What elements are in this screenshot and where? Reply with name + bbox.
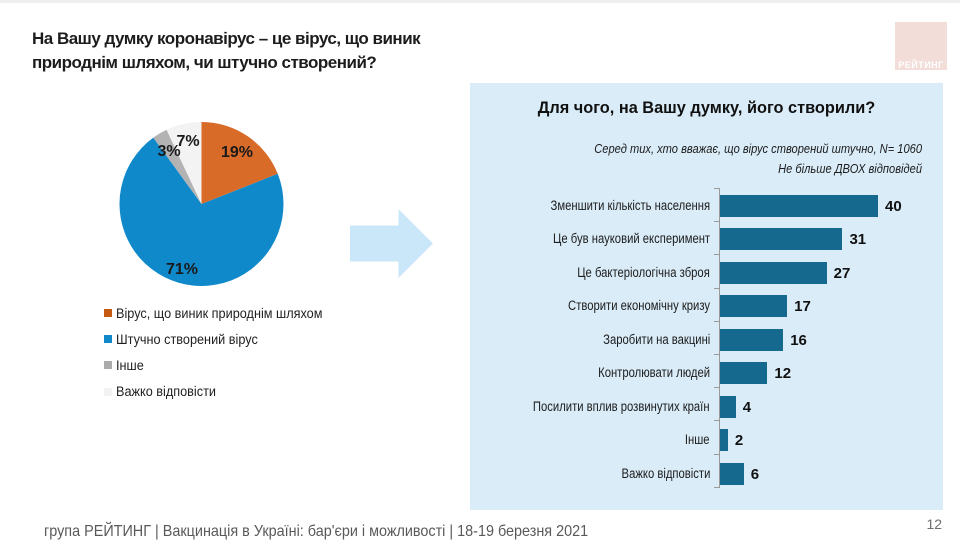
svg-text:7%: 7% bbox=[176, 133, 199, 150]
svg-text:19%: 19% bbox=[221, 144, 253, 161]
svg-text:3%: 3% bbox=[157, 143, 180, 160]
svg-text:71%: 71% bbox=[166, 261, 198, 278]
